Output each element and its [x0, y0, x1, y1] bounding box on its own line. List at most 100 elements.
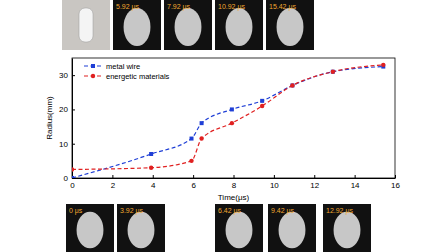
x-tick-label: 6 — [191, 181, 196, 190]
legend-label: energetic materials — [106, 72, 170, 81]
x-tick: 6 — [191, 175, 196, 190]
frame-bg — [66, 204, 114, 252]
frame-bg — [164, 0, 212, 50]
y-tick: 20 — [59, 105, 75, 114]
frame-bg — [323, 204, 371, 252]
y-axis-line — [72, 59, 73, 179]
x-tick: 14 — [351, 175, 360, 190]
y-tick-label: 30 — [59, 71, 68, 80]
frame-label: 15.42 μs — [269, 3, 296, 11]
x-tick-mark — [274, 175, 275, 178]
frame-label: 0 μs — [69, 207, 83, 215]
y-tick: 0 — [64, 174, 75, 183]
marker — [260, 104, 264, 108]
frame-label: 10.92 μs — [218, 3, 245, 11]
marker — [290, 83, 294, 87]
marker — [260, 99, 264, 103]
y-tick: 30 — [59, 71, 75, 80]
frame-label: 3.92 μs — [120, 207, 144, 215]
legend-label: metal wire — [106, 62, 140, 71]
marker — [149, 152, 153, 156]
frame: 5.92 μs — [113, 0, 161, 50]
x-axis-title: Time(μs) — [218, 193, 250, 202]
figure: 5.92 μs 7.92 μs 10.92 μs 15.42 μs 0 μs 3.92 μ… — [0, 0, 448, 252]
frame-label: 6.42 μs — [218, 207, 242, 215]
legend-marker — [91, 64, 95, 68]
x-tick-mark — [355, 175, 356, 178]
frame-bg — [268, 204, 316, 252]
frame-label: 5.92 μs — [116, 3, 140, 11]
frame-bg — [215, 204, 263, 252]
flash — [279, 212, 306, 248]
frame: 6.42 μs — [215, 204, 263, 252]
x-tick-mark — [234, 175, 235, 178]
x-axis: 0 2 4 6 8 10 12 14 16 — [70, 175, 400, 190]
flash — [226, 8, 253, 46]
marker — [290, 83, 294, 87]
marker — [230, 121, 234, 125]
marker — [72, 167, 74, 171]
legend-marker — [91, 74, 95, 78]
y-tick-mark — [72, 109, 75, 110]
frame-bg — [117, 204, 165, 252]
x-tick-label: 2 — [111, 181, 116, 190]
flash — [128, 212, 155, 248]
series-line — [72, 67, 383, 178]
frame-bg — [62, 0, 110, 50]
frame-bg — [215, 0, 263, 50]
flash — [175, 8, 202, 46]
frame-bg — [266, 0, 314, 50]
y-tick-mark — [72, 75, 75, 76]
x-tick-label: 14 — [351, 181, 360, 190]
x-tick-mark — [314, 175, 315, 178]
x-tick-label: 4 — [151, 181, 156, 190]
frame: 0 μs — [66, 204, 114, 252]
x-tick: 10 — [270, 175, 279, 190]
x-tick-label: 8 — [232, 181, 237, 190]
marker — [200, 121, 204, 125]
frame-label: 7.92 μs — [167, 3, 191, 11]
photo-object — [79, 8, 93, 42]
flash — [334, 212, 361, 248]
frame: 3.92 μs — [117, 204, 165, 252]
legend-item: energetic materials — [84, 72, 170, 81]
frame: 9.42 μs — [268, 204, 316, 252]
flash — [226, 212, 253, 248]
y-tick-label: 20 — [59, 105, 68, 114]
x-tick-mark — [193, 175, 194, 178]
x-tick-mark — [395, 175, 396, 178]
frame: 15.42 μs — [266, 0, 314, 50]
frame: 10.92 μs — [215, 0, 263, 50]
frame-label: 12.92 μs — [326, 207, 353, 215]
marker — [331, 70, 335, 74]
x-tick: 4 — [151, 175, 156, 190]
x-axis-line — [73, 178, 396, 179]
frame: 7.92 μs — [164, 0, 212, 50]
marker — [331, 70, 335, 74]
frame — [62, 0, 110, 50]
plot-frame — [72, 58, 395, 178]
marker — [72, 176, 74, 178]
marker — [189, 159, 193, 163]
y-tick-mark — [72, 144, 75, 145]
y-tick-label: 10 — [59, 140, 68, 149]
legend-item: metal wire — [84, 62, 140, 71]
x-tick: 8 — [232, 175, 237, 190]
marker — [230, 107, 234, 111]
marker — [149, 166, 153, 170]
marker — [190, 137, 194, 141]
x-tick-mark — [153, 175, 154, 178]
x-tick: 12 — [310, 175, 319, 190]
x-tick-label: 12 — [310, 181, 319, 190]
x-tick-label: 16 — [391, 181, 400, 190]
frame: 12.92 μs — [323, 204, 371, 252]
marker — [381, 63, 385, 67]
x-tick: 16 — [391, 175, 400, 190]
flash — [77, 212, 104, 248]
x-tick-label: 0 — [70, 181, 75, 190]
flash — [277, 8, 304, 46]
legend: metal wireenergetic materials — [84, 62, 170, 81]
marks — [72, 63, 385, 178]
series-line — [72, 65, 383, 170]
x-tick-mark — [112, 175, 113, 178]
